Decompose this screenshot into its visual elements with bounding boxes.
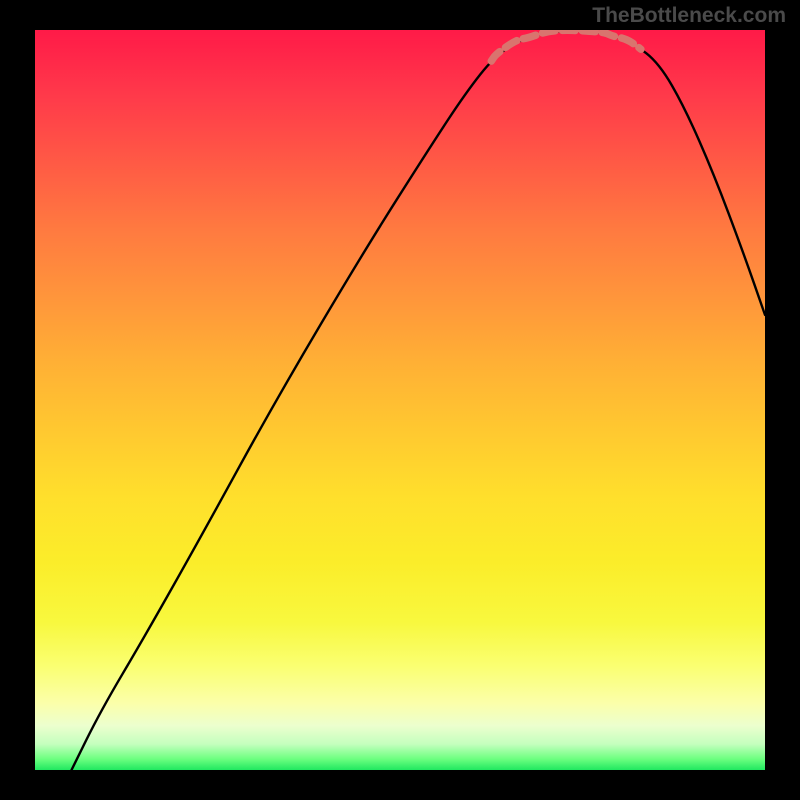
highlight-curve: [491, 30, 641, 61]
curve-overlay: [35, 30, 765, 770]
main-curve: [72, 31, 766, 770]
watermark-text: TheBottleneck.com: [592, 4, 786, 28]
plot-area: [35, 30, 765, 770]
